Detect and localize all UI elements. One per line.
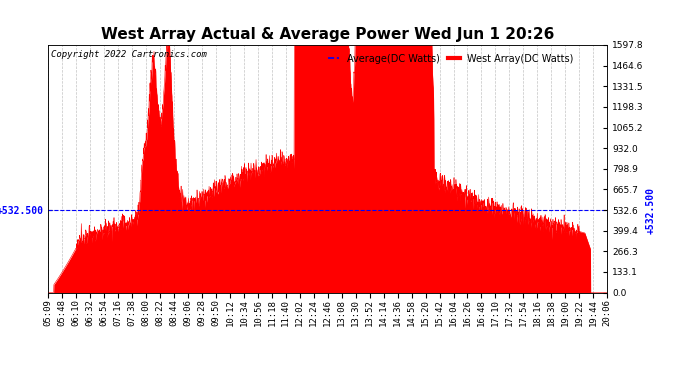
Title: West Array Actual & Average Power Wed Jun 1 20:26: West Array Actual & Average Power Wed Ju… (101, 27, 555, 42)
Legend: Average(DC Watts), West Array(DC Watts): Average(DC Watts), West Array(DC Watts) (324, 50, 578, 68)
Text: +532.500: +532.500 (646, 186, 656, 234)
Text: Copyright 2022 Cartronics.com: Copyright 2022 Cartronics.com (51, 50, 207, 59)
